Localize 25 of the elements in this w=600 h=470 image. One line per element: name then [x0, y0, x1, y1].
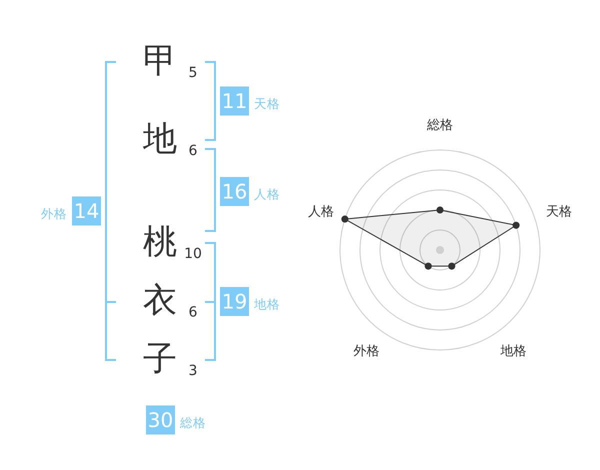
data-label: 19	[222, 290, 248, 314]
category-label: 総格	[179, 415, 206, 430]
data-label: 14	[74, 199, 100, 223]
spoke-label: 人格	[308, 204, 334, 220]
data-label: 5	[188, 65, 198, 81]
category-label: 地	[142, 119, 177, 159]
data-label: 11	[222, 89, 248, 113]
data-label: 6	[188, 143, 198, 159]
category-label: 桃	[143, 222, 177, 262]
category-label: 人格	[254, 186, 280, 202]
category-label: 衣	[143, 280, 177, 320]
spoke-label: 外格	[354, 344, 380, 360]
category-label: 天格	[254, 96, 280, 111]
category-label: 甲	[143, 41, 177, 81]
data-label: 30	[148, 408, 174, 432]
spoke-label: 総格	[426, 118, 453, 133]
data-label: 3	[188, 363, 198, 379]
data-label: 10	[184, 246, 202, 262]
spoke-label: 地格	[499, 344, 526, 360]
category-label: 子	[143, 339, 177, 379]
data-label: 16	[222, 180, 248, 204]
category-label: 外格	[41, 206, 67, 221]
category-label: 地格	[253, 296, 280, 312]
data-label: 6	[188, 304, 198, 320]
spoke-label: 天格	[546, 204, 572, 220]
